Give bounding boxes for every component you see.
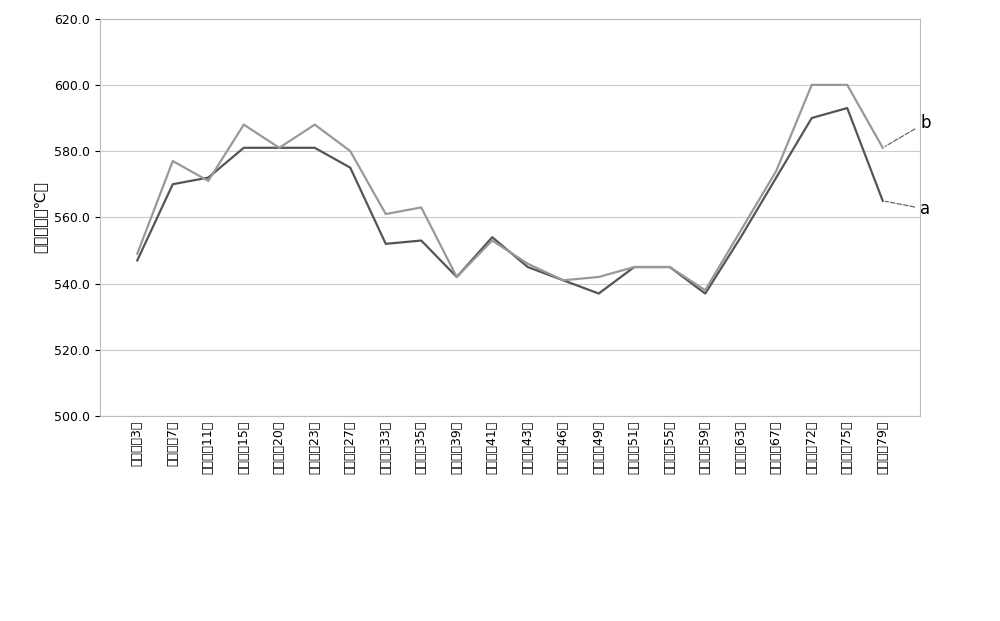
Y-axis label: 金属壁温（℃）: 金属壁温（℃） (32, 181, 47, 253)
Text: a: a (885, 200, 930, 218)
Text: b: b (885, 114, 930, 147)
